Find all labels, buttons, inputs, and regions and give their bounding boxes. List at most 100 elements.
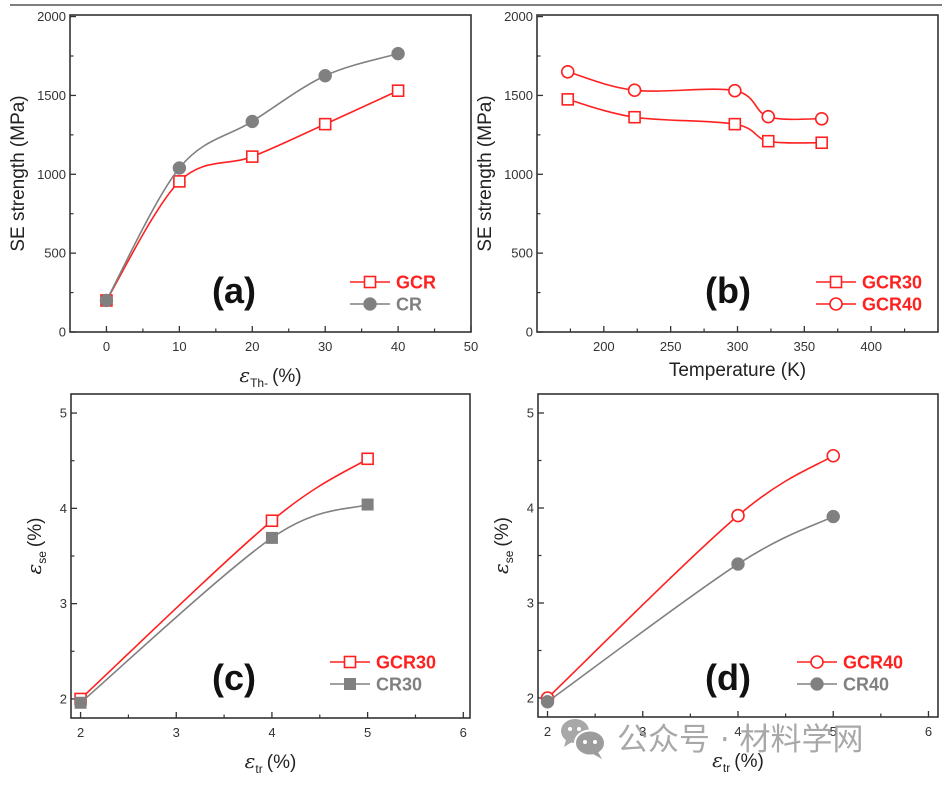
x-axis-title: Temperature (K) bbox=[669, 360, 806, 381]
y-axis-title: εse (%) bbox=[22, 518, 49, 575]
series-cr bbox=[99, 46, 405, 308]
x-tick-label: 3 bbox=[173, 725, 180, 740]
legend-item: GCR bbox=[350, 273, 436, 293]
series-gcr40 bbox=[540, 448, 841, 705]
y-tick-label: 1000 bbox=[504, 167, 533, 182]
x-tick-label: 2 bbox=[77, 725, 84, 740]
y-axis-title-unit: (%) bbox=[492, 517, 513, 547]
y-axis-title-symbol: ε bbox=[489, 563, 513, 574]
data-point bbox=[99, 293, 114, 308]
x-tick-label: 30 bbox=[318, 339, 332, 354]
x-tick-label: 2 bbox=[544, 724, 551, 739]
legend-item: GCR30 bbox=[816, 273, 922, 293]
watermark: 公众号 · 材料学网 bbox=[561, 719, 864, 759]
y-tick-label: 500 bbox=[511, 246, 533, 261]
y-tick-label: 0 bbox=[59, 325, 66, 340]
x-tick-label: 4 bbox=[268, 725, 275, 740]
data-point bbox=[74, 696, 87, 709]
y-tick-label: 2000 bbox=[37, 9, 66, 24]
data-point bbox=[761, 109, 776, 124]
y-tick-label: 1500 bbox=[504, 88, 533, 103]
y-axis-title: SE strength (MPa) bbox=[8, 95, 29, 251]
data-point bbox=[627, 83, 642, 98]
x-tick-label: 6 bbox=[460, 725, 467, 740]
wechat-icon bbox=[561, 719, 606, 759]
data-point bbox=[318, 68, 332, 83]
legend-marker bbox=[363, 275, 377, 289]
series-gcr30 bbox=[561, 93, 829, 150]
legend-label: GCR bbox=[396, 273, 436, 293]
data-point bbox=[560, 64, 575, 79]
data-point bbox=[761, 134, 775, 148]
legend-item: CR40 bbox=[797, 675, 889, 695]
y-tick-label: 2 bbox=[527, 691, 534, 706]
y-axis-title: εse (%) bbox=[489, 517, 516, 574]
plot-frame bbox=[69, 14, 472, 333]
legend-item: CR30 bbox=[330, 675, 422, 695]
x-tick-label: 40 bbox=[391, 339, 405, 354]
x-axis-title-unit: (%) bbox=[272, 366, 302, 387]
y-tick-label: 5 bbox=[527, 406, 534, 421]
x-axis-title-symbol: ε bbox=[245, 749, 256, 773]
y-axis-title-unit: (%) bbox=[25, 518, 46, 548]
series-cr40 bbox=[540, 509, 840, 709]
series-line bbox=[567, 71, 822, 121]
x-tick-label: 3 bbox=[639, 724, 646, 739]
series-line bbox=[105, 89, 399, 301]
y-tick-label: 4 bbox=[527, 501, 534, 516]
x-tick-label: 250 bbox=[660, 339, 682, 354]
data-point bbox=[391, 84, 405, 98]
x-axis-title-subscript: tr bbox=[255, 762, 262, 776]
data-point bbox=[826, 509, 840, 524]
y-tick-label: 4 bbox=[60, 501, 67, 516]
x-axis-title-unit: (%) bbox=[267, 752, 297, 773]
legend-item: GCR30 bbox=[330, 653, 436, 673]
x-axis-title: εtr (%) bbox=[712, 748, 764, 775]
x-tick-label: 5 bbox=[830, 724, 837, 739]
x-axis-title-subscript: Th- bbox=[250, 376, 268, 390]
legend-marker bbox=[344, 678, 356, 690]
legend-label: GCR30 bbox=[862, 273, 922, 293]
x-axis-title: εTh- (%) bbox=[239, 363, 301, 390]
data-point bbox=[814, 111, 829, 126]
legend-label: GCR40 bbox=[862, 295, 922, 315]
y-tick-label: 3 bbox=[527, 596, 534, 611]
data-point bbox=[265, 531, 278, 544]
data-point bbox=[361, 498, 374, 511]
data-point bbox=[728, 83, 742, 98]
x-axis-title: εtr (%) bbox=[245, 749, 297, 776]
legend-label: CR40 bbox=[843, 675, 889, 695]
legend-marker bbox=[829, 275, 843, 289]
panel-label: (a) bbox=[212, 270, 256, 311]
x-tick-label: 300 bbox=[727, 339, 749, 354]
data-point bbox=[245, 114, 260, 129]
y-tick-label: 2000 bbox=[504, 9, 533, 24]
legend-item: CR bbox=[350, 295, 422, 315]
x-tick-label: 6 bbox=[925, 724, 932, 739]
y-tick-label: 0 bbox=[526, 325, 533, 340]
data-point bbox=[172, 161, 187, 175]
x-axis-title-symbol: ε bbox=[239, 363, 250, 387]
panel-label: (c) bbox=[212, 657, 256, 698]
legend-marker bbox=[829, 297, 843, 311]
y-axis-title-subscript: se bbox=[35, 551, 49, 564]
y-axis-title-subscript: se bbox=[502, 550, 516, 563]
y-tick-label: 500 bbox=[44, 246, 66, 261]
series-line bbox=[105, 52, 399, 301]
series-line bbox=[567, 98, 822, 144]
legend-marker bbox=[810, 655, 824, 669]
x-tick-label: 50 bbox=[464, 339, 478, 354]
legend-marker bbox=[810, 677, 824, 691]
x-tick-label: 200 bbox=[593, 339, 615, 354]
y-axis-title-symbol: ε bbox=[22, 564, 46, 575]
legend-item: GCR40 bbox=[797, 653, 903, 673]
data-point bbox=[826, 448, 841, 463]
x-tick-label: 4 bbox=[734, 724, 741, 739]
legend-marker bbox=[343, 655, 357, 669]
x-tick-label: 400 bbox=[860, 339, 882, 354]
series-line bbox=[547, 515, 834, 703]
